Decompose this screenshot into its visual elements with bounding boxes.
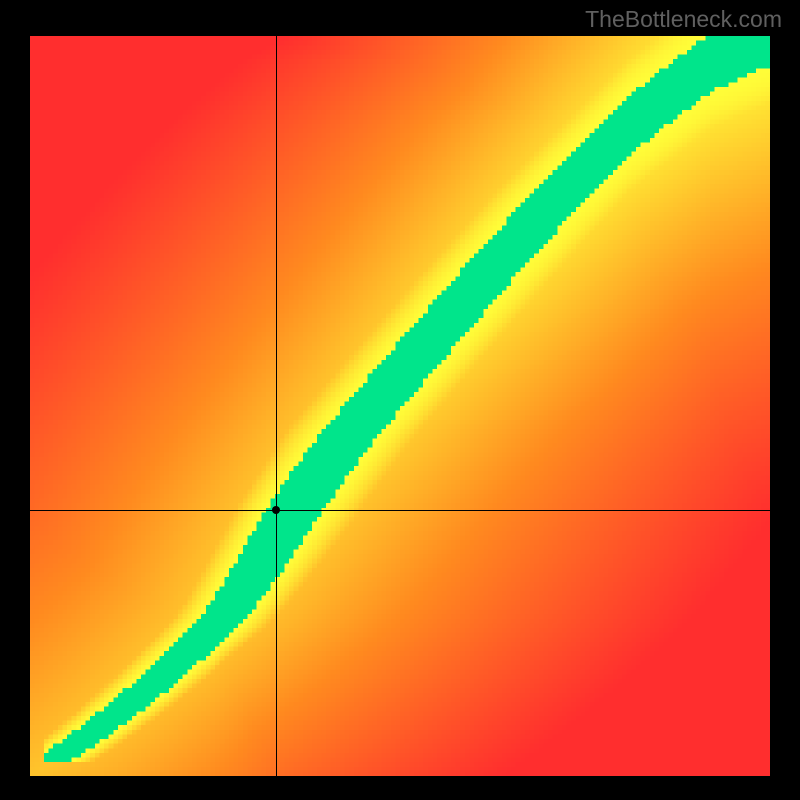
crosshair-horizontal — [30, 510, 770, 511]
heatmap-canvas — [30, 36, 770, 776]
crosshair-marker-dot — [272, 506, 280, 514]
bottleneck-heatmap — [30, 36, 770, 776]
crosshair-vertical — [276, 36, 277, 776]
watermark-text: TheBottleneck.com — [585, 6, 782, 33]
